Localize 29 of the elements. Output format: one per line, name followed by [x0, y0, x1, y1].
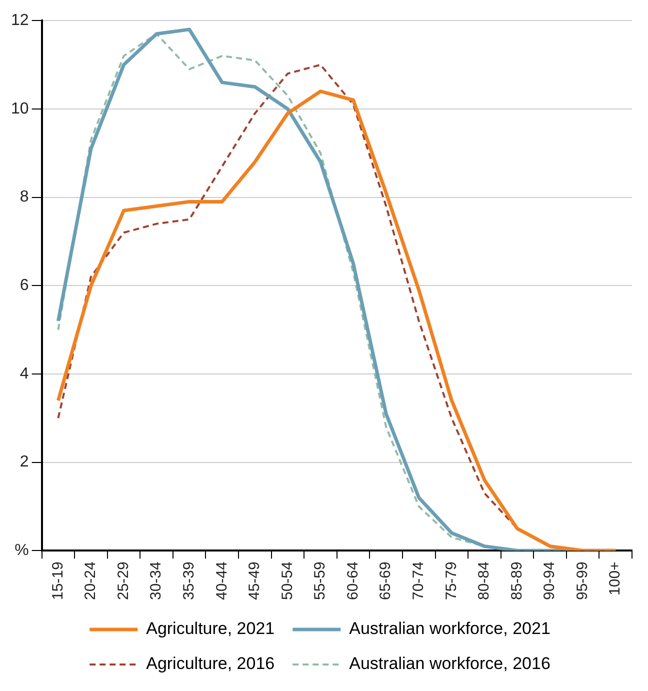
x-tick-label: 90-94	[541, 562, 558, 600]
x-tick-label: 60-64	[344, 562, 362, 600]
y-tick-label: 2	[20, 454, 29, 471]
legend-label: Agriculture, 2016	[146, 654, 275, 674]
x-tick-label: 85-89	[508, 562, 526, 600]
y-tick-label: 4	[20, 365, 29, 382]
x-tick-label: 75-79	[442, 562, 460, 600]
x-tick-label: 20-24	[82, 562, 100, 600]
x-tick-label: 100+	[606, 561, 624, 596]
legend-label: Agriculture, 2021	[146, 619, 275, 638]
x-tick-label: 70-74	[410, 562, 428, 600]
y-tick-label: 6	[20, 277, 29, 294]
x-tick-label: 15-19	[49, 562, 66, 600]
x-tick-label: 80-84	[476, 562, 493, 600]
y-tick-label: 12	[11, 12, 29, 30]
legend-label: Australian workforce, 2016	[349, 654, 550, 674]
y-tick-label: %	[14, 542, 29, 560]
x-tick-label: 50-54	[278, 562, 296, 600]
x-tick-label: 25-29	[114, 562, 132, 600]
x-tick-label: 65-69	[377, 562, 394, 600]
y-tick-label: 8	[20, 188, 29, 206]
y-tick-label: 10	[11, 100, 29, 118]
x-tick-label: 30-34	[148, 562, 165, 600]
x-tick-label: 35-39	[180, 562, 198, 600]
legend-label: Australian workforce, 2021	[349, 619, 550, 638]
x-tick-label: 45-49	[246, 562, 264, 600]
x-tick-label: 40-44	[213, 562, 230, 600]
x-tick-label: 55-59	[312, 562, 329, 600]
x-tick-label: 95-99	[574, 562, 591, 600]
